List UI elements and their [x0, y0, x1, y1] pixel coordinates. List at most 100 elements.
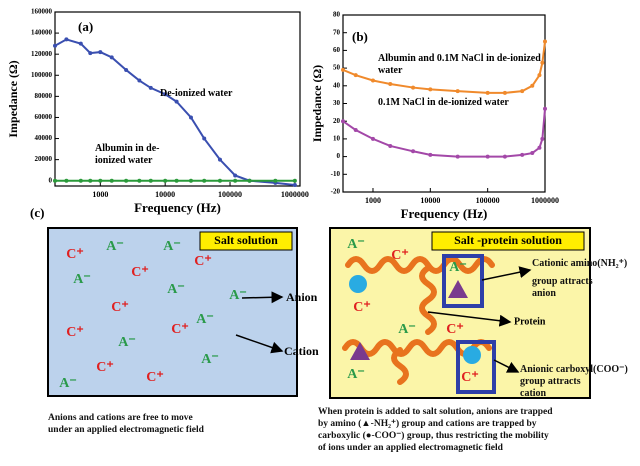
annotation: cation: [520, 388, 547, 399]
salt-box: [47, 227, 298, 397]
data-point: [217, 157, 222, 162]
annotation: Anionic carboxyl(COO⁻): [520, 364, 628, 375]
y-tick-label: 0: [337, 152, 341, 160]
annotation: group attracts: [520, 376, 581, 387]
annotation: anion: [532, 288, 556, 299]
data-point: [163, 92, 168, 97]
amino-group: [448, 280, 468, 298]
data-point: [64, 178, 69, 183]
series-label: Albumin in de-ionized water: [95, 143, 160, 166]
protein-chain: [391, 347, 409, 385]
data-point: [88, 51, 93, 56]
ion: A⁻: [201, 352, 219, 367]
data-point: [388, 82, 393, 87]
y-tick-label: 80000: [35, 92, 53, 100]
x-tick-label: 1000000: [281, 190, 309, 199]
y-tick-label: 20: [333, 117, 341, 125]
y-tick-label: -10: [331, 170, 341, 178]
data-point: [388, 143, 393, 148]
ion: A⁻: [347, 367, 365, 382]
box-title: Salt solution: [214, 233, 278, 247]
data-point: [53, 178, 57, 183]
arrow: [493, 359, 520, 373]
data-point: [109, 55, 114, 60]
data-point: [455, 89, 460, 94]
data-point: [292, 182, 297, 187]
ion: A⁻: [59, 376, 77, 391]
data-point: [540, 136, 545, 141]
ion: C⁺: [66, 325, 84, 340]
data-point: [148, 85, 153, 90]
series-label: De-ionized water: [160, 88, 233, 99]
data-point: [485, 154, 490, 159]
y-tick-label: 120000: [31, 50, 53, 58]
panel-label: (c): [30, 205, 44, 220]
amino-group: [350, 342, 370, 360]
arrow: [481, 266, 532, 281]
data-point: [530, 151, 535, 156]
y-tick-label: 140000: [31, 29, 53, 37]
protein-label: Protein: [514, 316, 546, 327]
data-point: [64, 37, 69, 42]
x-axis-title: Frequency (Hz): [401, 206, 488, 221]
caption: Anions and cations are free to move: [48, 413, 193, 423]
ion: C⁺: [171, 322, 189, 337]
data-point: [341, 67, 345, 72]
data-point: [520, 152, 525, 157]
x-tick-label: 1000: [92, 190, 108, 199]
y-tick-label: 160000: [31, 8, 53, 16]
y-tick-label: 60000: [35, 113, 53, 121]
x-tick-label: 1000000: [531, 196, 559, 205]
ion: C⁺: [391, 248, 409, 263]
caption: by amino (▲-NH₂⁺) group and cations are …: [318, 419, 537, 429]
cation-label: Cation: [284, 344, 319, 358]
data-point: [502, 154, 507, 159]
data-point: [188, 178, 193, 183]
series-line: [54, 38, 295, 186]
data-point: [88, 178, 93, 183]
data-point: [137, 178, 142, 183]
data-point: [411, 149, 416, 154]
data-point: [217, 178, 222, 183]
data-point: [98, 178, 103, 183]
data-point: [174, 178, 179, 183]
ion: C⁺: [353, 300, 371, 315]
x-tick-label: 100000: [476, 196, 500, 205]
ion: C⁺: [146, 370, 164, 385]
carboxyl-box: [456, 340, 496, 394]
ion: C⁺: [111, 300, 129, 315]
data-point: [428, 87, 433, 92]
y-tick-label: 80: [333, 11, 341, 19]
arrows: [235, 266, 532, 373]
salt-title-bg: [199, 231, 293, 251]
data-point: [174, 99, 179, 104]
x-tick-label: 10000: [155, 190, 175, 199]
data-point: [247, 178, 252, 183]
data-point: [540, 60, 545, 65]
protein-chain: [419, 265, 437, 335]
data-point: [202, 178, 207, 183]
x-axis-title: Frequency (Hz): [134, 200, 221, 215]
data-point: [98, 50, 103, 55]
data-point: [292, 178, 297, 183]
y-tick-label: 0: [49, 176, 53, 184]
x-tick-label: 10000: [420, 196, 440, 205]
ion: A⁻: [449, 260, 467, 275]
data-point: [148, 178, 153, 183]
caption: of ions under an applied electromagnetic…: [318, 443, 503, 453]
series-label: Albumin and 0.1M NaCl in de-ionized wate…: [378, 53, 541, 76]
data-point: [188, 115, 193, 120]
box-title: Salt -protein solution: [454, 233, 562, 247]
data-point: [537, 145, 542, 150]
data-point: [78, 41, 83, 46]
data-point: [202, 136, 207, 141]
data-point: [502, 90, 507, 95]
data-point: [537, 73, 542, 78]
data-point: [530, 83, 535, 88]
annotation: group attracts: [532, 276, 593, 287]
ion: C⁺: [446, 322, 464, 337]
ion: C⁺: [461, 370, 479, 385]
data-point: [428, 152, 433, 157]
plot-frame: [54, 11, 301, 187]
